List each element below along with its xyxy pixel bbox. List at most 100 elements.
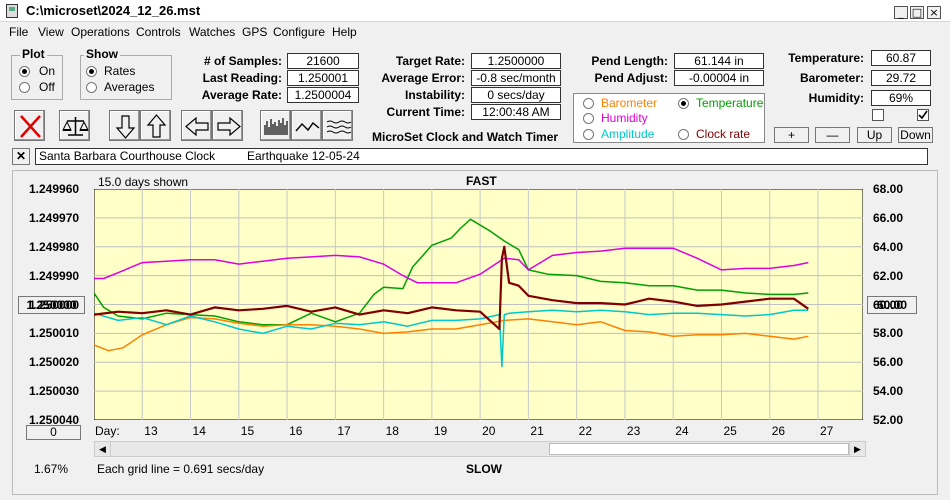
- bar-view-button[interactable]: [260, 110, 291, 141]
- current-time-label: Current Time:: [386, 105, 465, 119]
- series-clock-rate: [94, 245, 809, 331]
- barometer-radio[interactable]: [583, 98, 594, 109]
- x-tick-label: 26: [771, 424, 786, 438]
- window-title: C:\microset\2024_12_26.mst: [26, 3, 201, 18]
- menu-operations[interactable]: Operations: [71, 25, 130, 39]
- target-rate-label: Target Rate:: [395, 54, 465, 68]
- barometer-field-label: Barometer:: [799, 71, 864, 85]
- arrow-right-button[interactable]: [212, 110, 243, 141]
- menu-configure[interactable]: Configure: [273, 25, 326, 39]
- plot-off-radio[interactable]: [19, 82, 30, 93]
- series-amplitude: [94, 309, 809, 368]
- slow-label: SLOW: [466, 462, 502, 476]
- y-left-tick-label: 1.250030: [29, 384, 80, 399]
- y-right-tick-label: 56.00: [873, 355, 904, 370]
- target-rate-field[interactable]: 1.2500000: [471, 53, 561, 69]
- arrow-down-icon: [115, 115, 136, 139]
- y-left-tick-label: 1.249960: [29, 182, 80, 196]
- pend-adjust-label: Pend Adjust:: [594, 71, 668, 85]
- plot-group-title: Plot: [20, 47, 47, 61]
- minimize-icon[interactable]: _: [894, 6, 908, 19]
- wave-icon: [326, 120, 352, 134]
- close-icon[interactable]: ×: [927, 6, 941, 19]
- menu-help[interactable]: Help: [332, 25, 357, 39]
- down-button[interactable]: Down: [898, 127, 933, 143]
- balance-button[interactable]: [59, 110, 90, 141]
- temperature-field: 60.87: [871, 50, 931, 66]
- scroll-right-icon[interactable]: ▶: [849, 442, 865, 456]
- horizontal-scrollbar[interactable]: ◀ ▶: [94, 441, 866, 457]
- center-temp-button[interactable]: 60.00: [867, 296, 917, 314]
- y-right-tick-label: 54.00: [873, 384, 904, 399]
- clock-rate-label: Clock rate: [696, 127, 751, 141]
- menu-view[interactable]: View: [38, 25, 64, 39]
- maximize-icon[interactable]: □: [910, 6, 924, 19]
- y-right-tick-label: 68.00: [873, 182, 904, 196]
- line-graph-icon: [295, 121, 320, 132]
- y-right-tick-label: 58.00: [873, 326, 904, 341]
- x-tick-label: 27: [820, 424, 834, 438]
- menu-watches[interactable]: Watches: [189, 25, 236, 39]
- notes-close-button[interactable]: ✕: [12, 148, 30, 165]
- menu-file[interactable]: File: [9, 25, 29, 39]
- show-averages-radio[interactable]: [86, 82, 97, 93]
- pend-length-field: 61.144 in: [674, 53, 764, 69]
- show-rates-radio[interactable]: [86, 66, 97, 77]
- humidity-radio[interactable]: [583, 113, 594, 124]
- arrow-up-button[interactable]: [140, 110, 171, 141]
- series-humidity: [94, 247, 809, 284]
- plot-on-radio[interactable]: [19, 66, 30, 77]
- checkbox-right[interactable]: [917, 109, 929, 121]
- zero-button[interactable]: 0: [26, 425, 81, 440]
- notes-field[interactable]: Santa Barbara Courthouse Clock Earthquak…: [35, 148, 928, 165]
- x-tick-label: 15: [240, 424, 255, 438]
- show-rates-label: Rates: [104, 64, 136, 78]
- menu-controls[interactable]: Controls: [136, 25, 181, 39]
- y-left-tick-label: 1.250040: [29, 413, 80, 427]
- y-left-tick-label: 1.249980: [29, 239, 80, 254]
- humidity-field: 69%: [871, 90, 931, 106]
- title-bar: C:\microset\2024_12_26.mst _ □ ×: [0, 0, 950, 22]
- y-right-tick-label: 60.00: [873, 297, 904, 312]
- y-left-tick-label: 1.250020: [29, 355, 80, 370]
- bar-graph-icon: [264, 118, 288, 135]
- clock-rate-radio[interactable]: [678, 129, 689, 140]
- center-rate-button[interactable]: 1.250000: [18, 296, 85, 314]
- menu-bar: File View Operations Controls Watches GP…: [0, 22, 950, 42]
- checkbox-left[interactable]: [872, 109, 884, 121]
- series-group: [94, 218, 809, 368]
- arrow-down-button[interactable]: [109, 110, 140, 141]
- arrow-right-icon: [217, 116, 241, 137]
- wave-view-button[interactable]: [322, 110, 353, 141]
- amplitude-radio[interactable]: [583, 129, 594, 140]
- clear-button[interactable]: [14, 110, 45, 141]
- increase-button[interactable]: +: [774, 127, 809, 143]
- temperature-radio[interactable]: [678, 98, 689, 109]
- x-tick-label: 20: [482, 424, 496, 438]
- pend-adjust-field: -0.00004 in: [674, 70, 764, 86]
- y-right-tick-label: 66.00: [873, 210, 904, 225]
- day-label: Day:: [95, 424, 120, 438]
- y-left-tick-label: 1.250010: [29, 326, 80, 341]
- arrow-left-button[interactable]: [181, 110, 212, 141]
- y-left-tick-label: 1.250000: [29, 297, 80, 312]
- y-left-tick-label: 1.249970: [29, 210, 80, 225]
- balance-scale-icon: [62, 117, 89, 136]
- scroll-thumb[interactable]: [549, 443, 849, 455]
- average-error-label: Average Error:: [381, 71, 465, 85]
- decrease-button[interactable]: —: [815, 127, 850, 143]
- last-reading-field: 1.250001: [287, 70, 359, 86]
- scroll-left-icon[interactable]: ◀: [95, 442, 111, 456]
- app-icon: [6, 4, 18, 18]
- line-view-button[interactable]: [291, 110, 322, 141]
- y-right-tick-label: 52.00: [873, 413, 904, 427]
- grid-note: Each grid line = 0.691 secs/day: [97, 462, 265, 476]
- barometer-field: 29.72: [871, 70, 931, 86]
- menu-gps[interactable]: GPS: [242, 25, 268, 39]
- arrow-left-icon: [185, 116, 209, 137]
- up-button[interactable]: Up: [857, 127, 892, 143]
- x-tick-label: 17: [337, 424, 351, 438]
- x-tick-label: 16: [289, 424, 303, 438]
- average-rate-label: Average Rate:: [201, 88, 282, 102]
- temperature-field-label: Temperature:: [788, 51, 864, 65]
